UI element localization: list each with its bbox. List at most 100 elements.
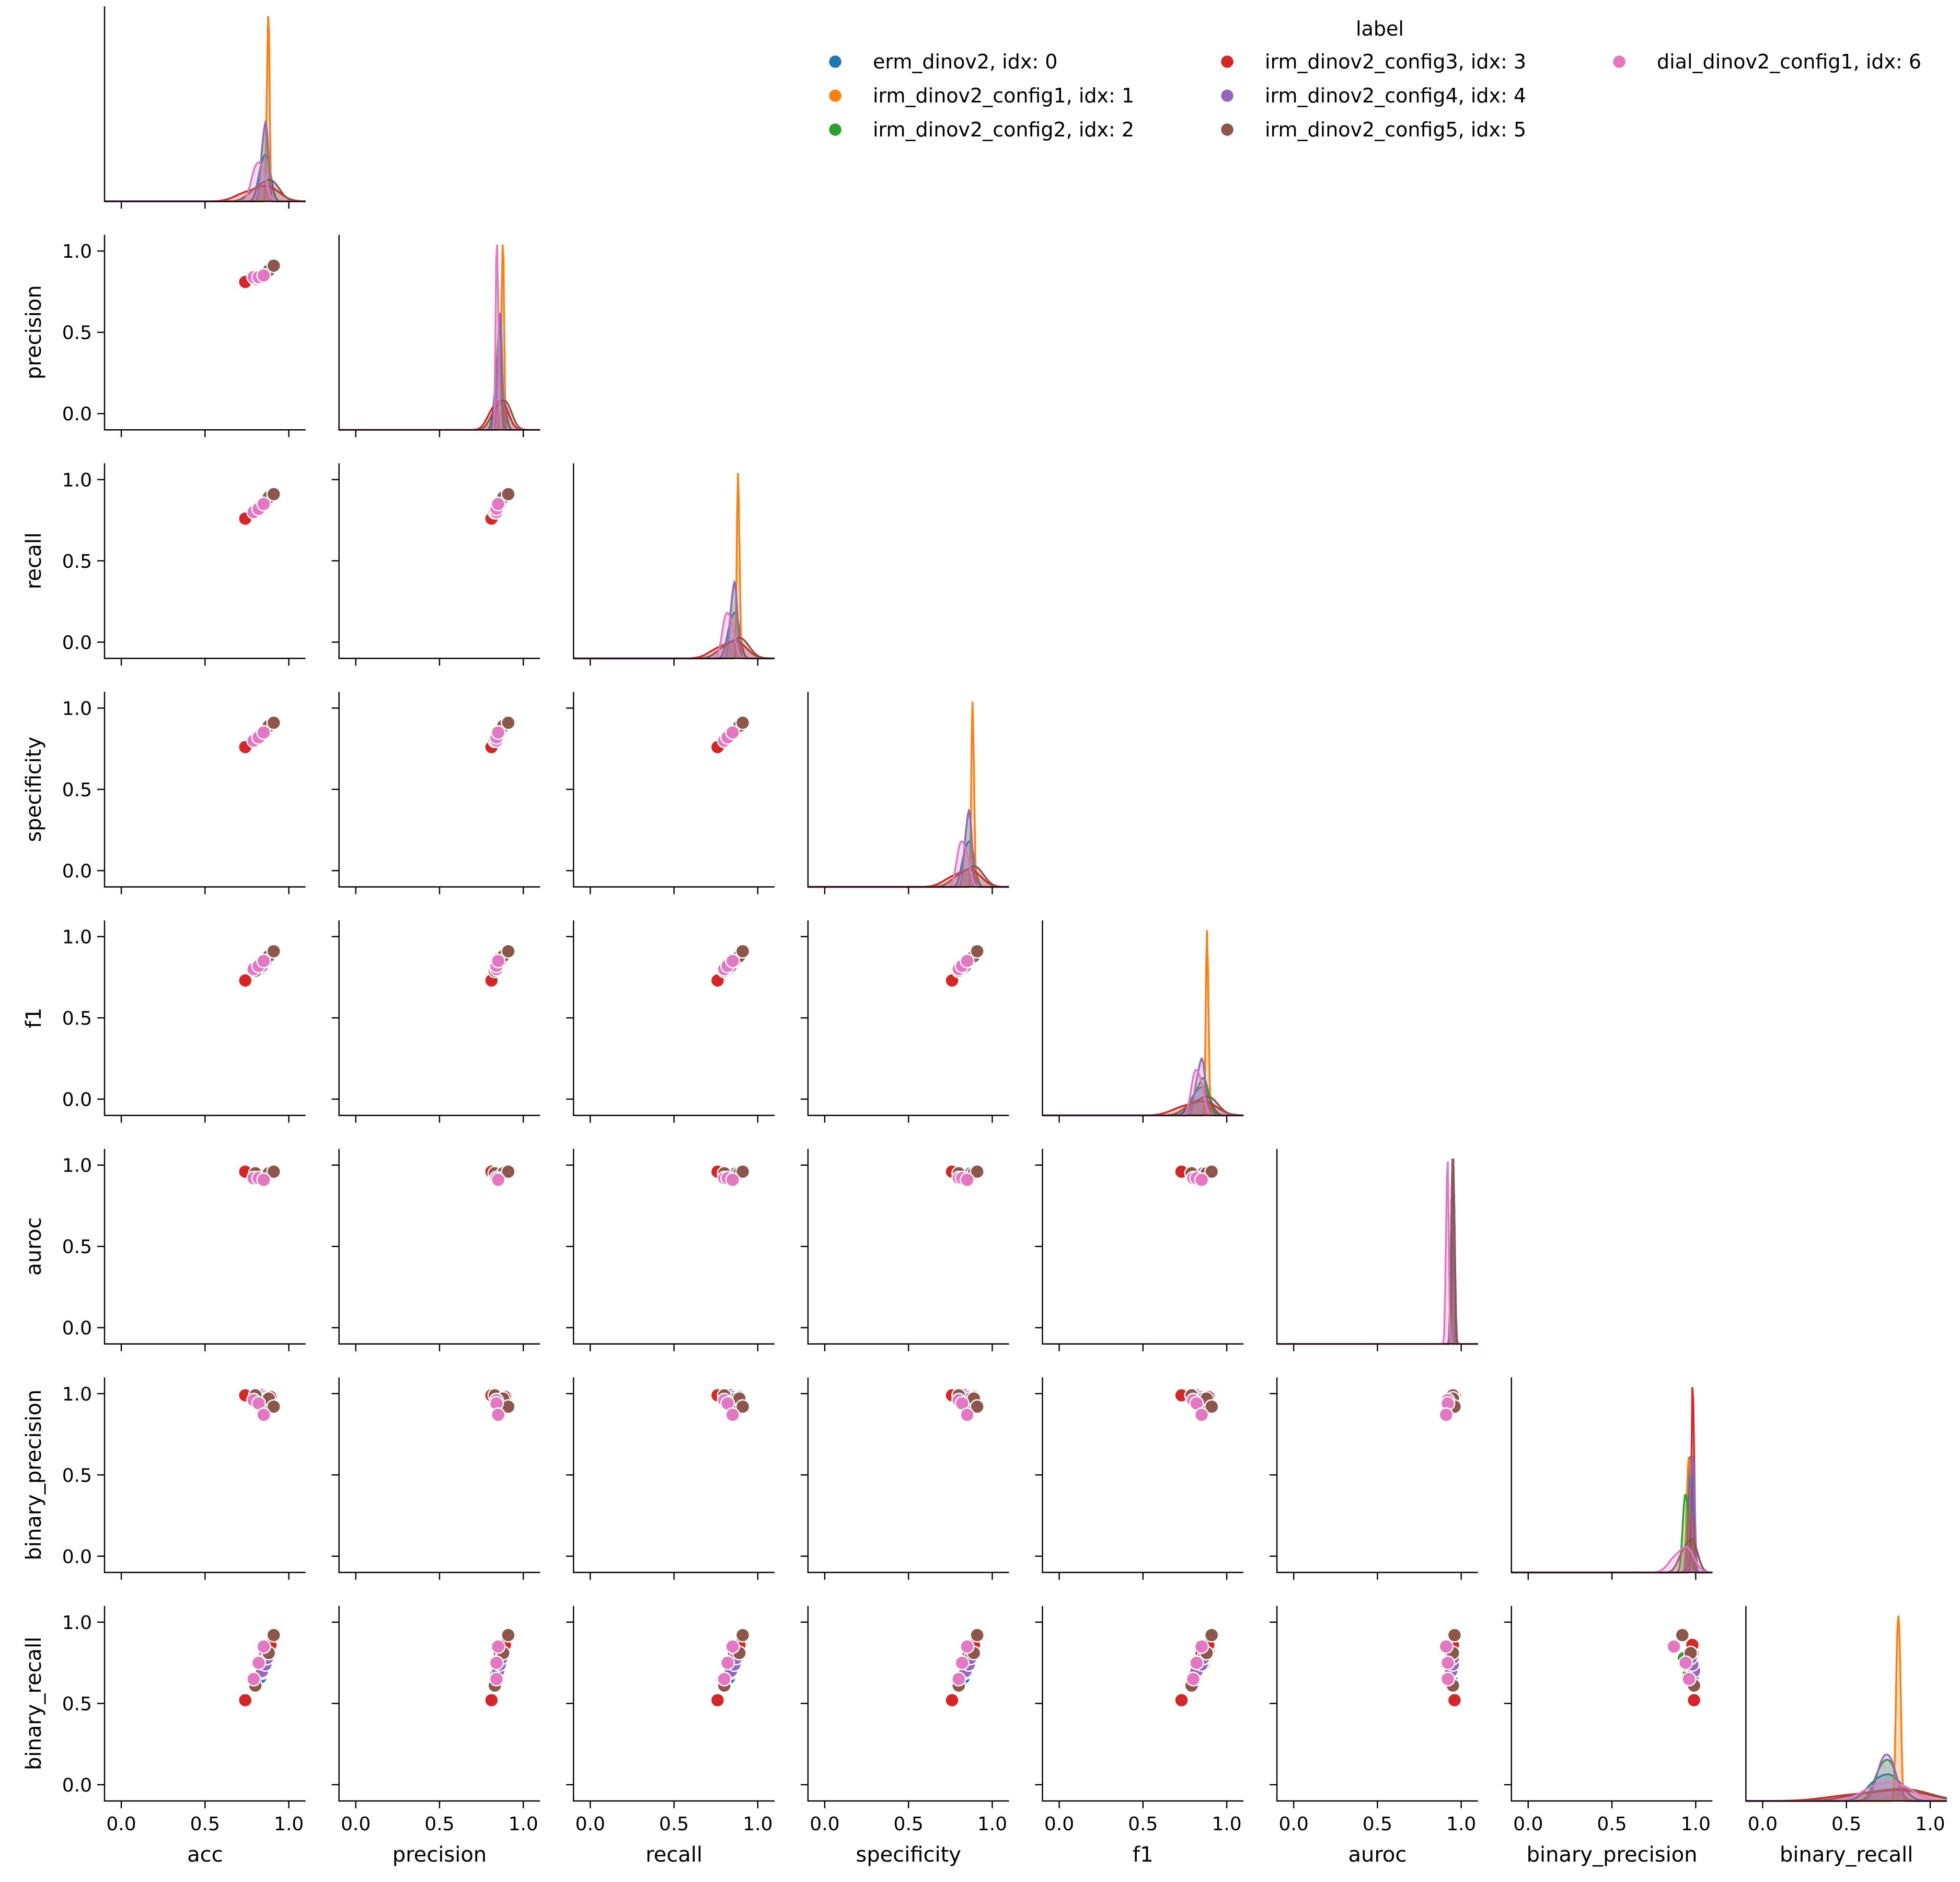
point-binary_precision-vs-precision-series-6-2 [490,1407,506,1422]
legend-item-2: irm_dinov2_config2, idx: 2 [827,118,1134,141]
x-tick-label: 0.5 [1128,1814,1158,1835]
legend: label erm_dinov2, idx: 0 irm_dinov2_confi… [827,17,1921,141]
legend-marker [827,122,843,137]
point-auroc-vs-precision-series-6-2 [490,1172,506,1187]
point-auroc-vs-acc-series-5-2 [266,1164,281,1179]
panel-specificity-vs-acc: 0.0 0.5 1.0 specificity [22,692,306,894]
legend-item-1: irm_dinov2_config1, idx: 1 [827,84,1134,107]
panel-f1-vs-precision [331,920,540,1123]
kde-fill-acc-series-2 [105,123,306,202]
axes-f1-vs-f1 [1042,920,1244,1116]
panel-specificity-vs-recall [566,692,775,894]
point-binary_recall-vs-auroc-series-5-2 [1447,1627,1462,1643]
y-axis-label-binary_precision: binary_precision [22,1390,46,1560]
kde-fill-specificity-series-5 [808,866,1009,887]
panel-binary_recall-vs-binary_precision: 0.0 0.5 1.0 binary_precision [1504,1605,1713,1867]
axes-binary_recall-vs-specificity [807,1605,1009,1802]
axes-binary_recall-vs-f1 [1042,1605,1244,1802]
axes-binary_precision-vs-f1 [1042,1377,1244,1574]
kde-line-f1-series-1 [1042,930,1244,1117]
point-binary_recall-vs-binary_precision-series-6-1 [1678,1655,1693,1670]
panel-auroc-vs-recall [566,1149,775,1351]
point-binary_recall-vs-recall-series-6-2 [725,1639,740,1654]
point-binary_recall-vs-binary_precision-series-6-2 [1666,1639,1681,1654]
kde-fill-precision-series-6 [339,244,540,430]
x-axis-label-binary_recall: binary_recall [1780,1843,1913,1867]
x-tick-label: 0.0 [1748,1814,1778,1835]
kde-fill-recall-series-2 [573,582,775,659]
point-auroc-vs-acc-series-6-2 [256,1172,271,1187]
point-binary_precision-vs-specificity-series-6-2 [960,1407,975,1422]
x-tick-label: 0.0 [1513,1814,1543,1835]
x-axis-label-acc: acc [187,1843,223,1867]
point-recall-vs-precision-series-5-2 [501,487,516,502]
axes-binary_precision-vs-auroc [1276,1377,1478,1574]
point-binary_recall-vs-acc-series-6-0 [246,1671,261,1687]
kde-fill-f1-series-5 [1042,1096,1244,1116]
y-axis-label-recall: recall [22,532,46,589]
legend-title: label [1356,17,1404,40]
legend-items: erm_dinov2, idx: 0 irm_dinov2_config1, id… [827,50,1921,141]
point-binary_recall-vs-binary_precision-series-5-2 [1675,1627,1690,1643]
y-tick-label: 0.0 [62,1546,92,1568]
axes-binary_recall-vs-acc [103,1605,306,1802]
panel-binary_precision-vs-recall [566,1377,775,1580]
kde-fill-acc-series-6 [105,162,306,202]
legend-label: irm_dinov2_config3, idx: 3 [1265,50,1526,73]
point-f1-vs-recall-series-5-2 [735,944,751,959]
axes-binary_precision-vs-specificity [807,1377,1009,1574]
point-auroc-vs-f1-series-6-2 [1194,1172,1209,1187]
kde-line-acc-series-1 [105,16,306,202]
axes-binary_recall-vs-recall [573,1605,775,1802]
axes-auroc-vs-specificity [807,1149,1009,1345]
point-binary_precision-vs-auroc-series-6-2 [1438,1407,1454,1422]
panel-precision-vs-precision [338,235,540,438]
point-f1-vs-recall-series-6-2 [725,953,740,969]
legend-marker [1611,54,1627,70]
point-binary_recall-vs-auroc-series-6-1 [1440,1655,1456,1670]
x-tick-label: 0.0 [106,1814,136,1835]
y-tick-label: 0.5 [62,1008,92,1029]
panel-auroc-vs-specificity [800,1149,1009,1351]
x-tick-label: 1.0 [509,1814,538,1835]
point-binary_recall-vs-auroc-series-3-0 [1447,1692,1462,1708]
point-binary_recall-vs-recall-series-5-2 [735,1627,751,1643]
point-f1-vs-specificity-series-5-2 [970,944,985,959]
point-binary_recall-vs-acc-series-5-2 [266,1627,281,1643]
y-tick-label: 0.5 [62,323,92,344]
y-axis-label-auroc: auroc [22,1217,46,1276]
panel-acc-vs-acc [103,6,306,209]
axes-binary_recall-vs-binary_recall [1745,1605,1947,1802]
point-binary_precision-vs-f1-series-5-2 [1204,1399,1219,1414]
legend-marker [827,88,843,104]
x-axis-label-auroc: auroc [1348,1843,1406,1867]
x-axis-label-f1: f1 [1133,1843,1154,1867]
point-recall-vs-precision-series-6-2 [490,496,506,512]
legend-marker [1219,54,1235,70]
axes-specificity-vs-recall [573,692,775,888]
point-binary_recall-vs-precision-series-6-1 [489,1655,504,1670]
x-tick-label: 1.0 [1681,1814,1711,1835]
axes-f1-vs-recall [573,920,775,1116]
y-tick-label: 1.0 [62,927,92,948]
panel-recall-vs-recall [573,463,775,666]
x-tick-label: 0.5 [1363,1814,1392,1835]
point-f1-vs-acc-series-3-0 [237,973,253,988]
panel-binary_precision-vs-f1 [1035,1377,1244,1580]
x-tick-label: 0.0 [341,1814,371,1835]
x-tick-label: 0.0 [1279,1814,1309,1835]
point-binary_recall-vs-specificity-series-6-0 [951,1671,966,1687]
panel-binary_precision-vs-auroc [1270,1377,1478,1580]
axes-recall-vs-precision [338,463,540,659]
x-tick-label: 0.0 [1044,1814,1074,1835]
kde-line-precision-series-6 [339,244,540,431]
kde-fill-f1-series-2 [1042,1078,1244,1116]
y-tick-label: 1.0 [62,241,92,262]
point-specificity-vs-recall-series-5-2 [735,715,751,730]
point-binary_recall-vs-specificity-series-5-2 [970,1627,985,1643]
panel-auroc-vs-auroc [1276,1149,1478,1351]
kde-fill-binary_recall-series-1 [1746,1615,1947,1801]
y-tick-label: 1.0 [62,469,92,491]
kde-line-recall-series-1 [573,473,775,660]
point-auroc-vs-recall-series-5-2 [735,1164,751,1179]
